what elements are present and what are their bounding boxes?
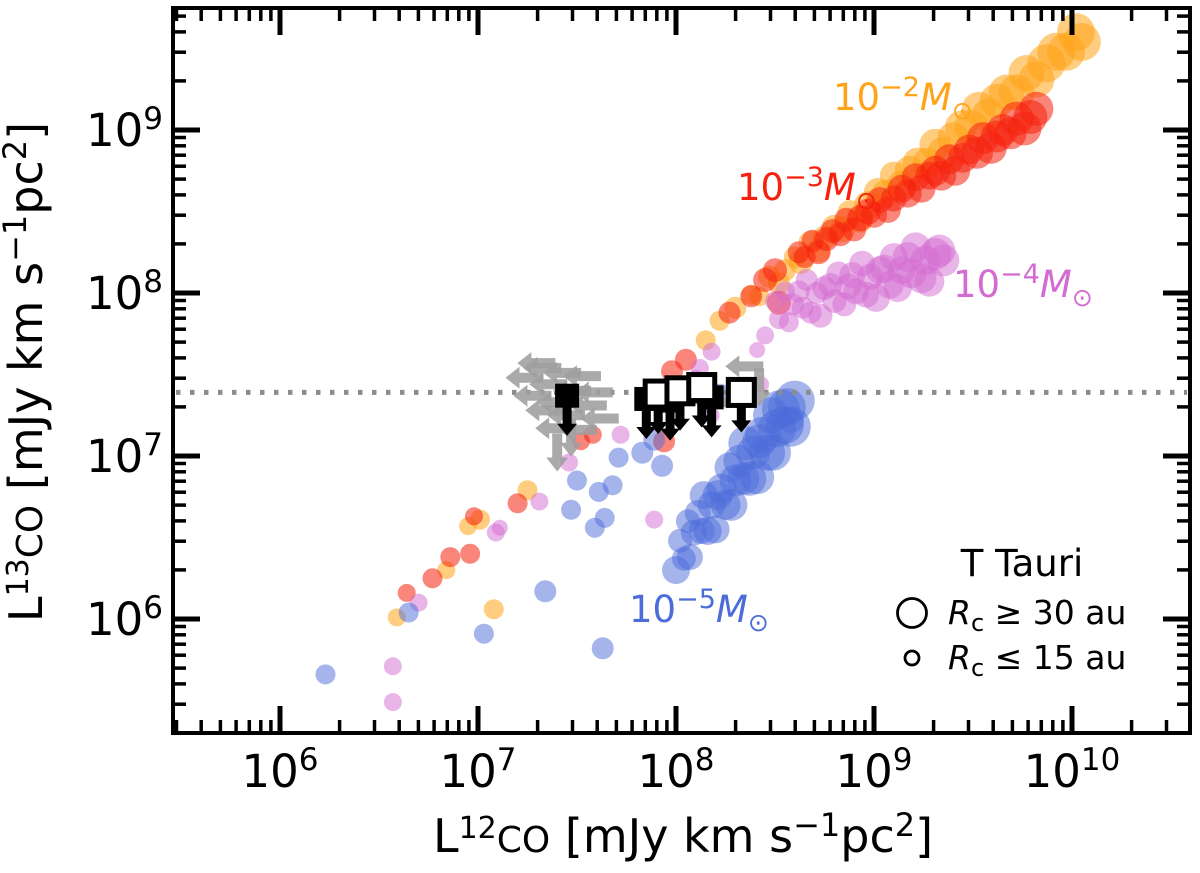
- y-tick-label: 107: [86, 427, 163, 483]
- legend-item-label: Rc ≥ 30 au: [948, 593, 1126, 637]
- left-arrow-marker: [525, 399, 564, 422]
- x-axis-label: L12CO [mJy km s−1pc2]: [433, 806, 933, 863]
- down-arrow-marker: [557, 405, 578, 436]
- data-point: [756, 326, 775, 345]
- y-axis-label: L13CO [mJy km s−1pc2]: [0, 122, 53, 622]
- left-arrow-marker: [529, 373, 568, 396]
- data-point: [465, 507, 483, 526]
- data-point: [611, 425, 630, 444]
- data-point: [927, 244, 960, 277]
- mass-label-dust-mass-1e-5: 10−5M⊙: [629, 584, 769, 637]
- left-arrow-marker: [574, 381, 613, 404]
- down-arrow-marker: [560, 418, 583, 457]
- mass-label-dust-mass-1e-3: 10−3M⊙: [737, 162, 877, 215]
- legend-size-marker: [903, 649, 921, 667]
- data-point: [715, 488, 748, 521]
- gray-upper-limit-arrows: [505, 352, 771, 472]
- down-arrow-marker: [660, 410, 681, 441]
- down-arrow-marker: [648, 404, 669, 435]
- y-tick-labels: 106 107 108 109: [86, 101, 163, 646]
- solid-square-marker: [555, 383, 580, 408]
- x-tick-label: 107: [440, 742, 517, 798]
- data-point: [483, 599, 504, 620]
- down-arrow-marker: [636, 408, 657, 439]
- data-point: [1062, 23, 1101, 61]
- series-dust-mass-1e-4: [383, 232, 960, 712]
- mass-label-dust-mass-1e-4: 10−4M⊙: [953, 259, 1093, 312]
- data-point: [383, 657, 402, 676]
- down-arrow-marker: [691, 397, 712, 428]
- left-arrow-marker: [535, 417, 574, 440]
- data-point: [507, 493, 528, 514]
- data-point: [460, 543, 481, 564]
- down-arrow-marker: [701, 407, 722, 438]
- data-point: [594, 507, 615, 528]
- data-point: [491, 519, 508, 536]
- data-point: [777, 407, 804, 434]
- data-point: [473, 623, 494, 644]
- x-tick-label: 1010: [1024, 742, 1121, 798]
- series-dust-mass-1e-5: [315, 380, 815, 685]
- axes-frame: [171, 6, 1192, 735]
- data-point: [645, 510, 664, 529]
- data-point: [591, 637, 614, 660]
- legend-item-label: Rc ≤ 15 au: [948, 638, 1126, 682]
- mass-label-dust-mass-1e-2: 10−2M⊙: [833, 72, 973, 125]
- left-arrow-marker: [517, 352, 556, 375]
- left-arrow-marker: [725, 355, 764, 378]
- data-point: [530, 492, 549, 511]
- data-point: [718, 301, 741, 324]
- data-series: [315, 13, 1101, 712]
- y-tick-label: 106: [86, 590, 163, 646]
- data-point: [662, 556, 690, 585]
- data-point: [397, 583, 416, 602]
- legend-size-marker: [896, 597, 928, 629]
- data-point: [740, 285, 763, 308]
- data-point: [567, 470, 587, 491]
- data-point: [701, 515, 730, 544]
- data-point: [422, 568, 443, 589]
- data-point: [608, 447, 629, 468]
- data-point: [398, 602, 419, 623]
- left-arrow-marker: [513, 384, 552, 407]
- x-tick-label: 106: [242, 742, 319, 798]
- left-arrow-marker: [580, 407, 619, 430]
- data-point: [778, 312, 799, 333]
- left-arrow-marker: [562, 365, 601, 388]
- open-square-marker: [686, 372, 718, 404]
- legend-title: T Tauri: [960, 542, 1083, 585]
- data-point: [602, 475, 623, 496]
- data-point: [383, 693, 402, 712]
- down-arrow-marker: [669, 400, 690, 431]
- series-dust-mass-1e-3: [397, 91, 1054, 602]
- x-tick-label: 108: [638, 742, 715, 798]
- down-arrow-marker: [731, 402, 752, 433]
- data-point: [749, 342, 766, 358]
- x-tick-label: 109: [836, 742, 913, 798]
- data-point: [651, 454, 674, 477]
- data-point: [315, 664, 336, 685]
- data-point: [440, 547, 461, 568]
- data-point: [534, 580, 557, 603]
- data-point: [763, 258, 787, 283]
- down-arrow-marker: [546, 433, 569, 472]
- open-square-marker: [725, 376, 757, 408]
- data-point: [1019, 91, 1054, 126]
- y-tick-label: 108: [86, 264, 163, 320]
- left-arrow-marker: [505, 366, 544, 389]
- data-point: [702, 342, 721, 361]
- x-tick-labels: 106 107 108 109 1010: [242, 742, 1121, 798]
- y-tick-label: 109: [86, 101, 163, 157]
- black-square-upper-limits: [555, 372, 757, 441]
- data-point: [561, 499, 582, 520]
